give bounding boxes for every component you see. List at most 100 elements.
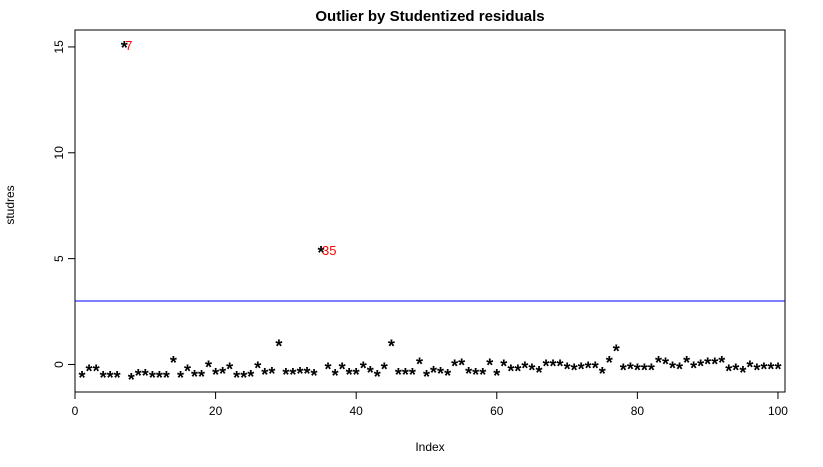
data-point: * (704, 354, 711, 374)
data-point: * (156, 368, 163, 388)
data-point: * (275, 336, 282, 356)
data-point: * (100, 368, 107, 388)
data-point: * (268, 364, 275, 384)
x-tick-label: 100 (768, 404, 788, 418)
data-point: * (690, 359, 697, 379)
data-point: * (135, 366, 142, 386)
x-tick-label: 40 (350, 404, 364, 418)
data-point: * (550, 356, 557, 376)
data-point: * (388, 336, 395, 356)
data-point: * (557, 356, 564, 376)
y-tick-label: 10 (52, 146, 66, 160)
data-point: * (648, 361, 655, 381)
data-point: * (676, 360, 683, 380)
data-point: * (247, 367, 254, 387)
data-point: * (669, 359, 676, 379)
data-point: * (409, 365, 416, 385)
data-point: * (634, 361, 641, 381)
data-point: * (219, 364, 226, 384)
x-tick-label: 0 (72, 404, 79, 418)
data-point: * (578, 360, 585, 380)
data-point: * (360, 359, 367, 379)
x-tick-label: 80 (631, 404, 645, 418)
data-point: * (346, 365, 353, 385)
data-point: * (339, 360, 346, 380)
data-point: * (282, 365, 289, 385)
data-point: * (332, 366, 339, 386)
data-point: * (177, 368, 184, 388)
y-tick-label: 15 (52, 40, 66, 54)
data-point: * (423, 367, 430, 387)
data-point: * (170, 353, 177, 373)
data-point: * (430, 363, 437, 383)
data-point: * (732, 361, 739, 381)
y-axis-label: studres (3, 185, 17, 224)
data-point: * (725, 362, 732, 382)
data-point: * (613, 342, 620, 362)
data-point: * (500, 356, 507, 376)
data-point: * (402, 365, 409, 385)
outlier-label: 7 (125, 38, 132, 53)
data-point: * (683, 353, 690, 373)
data-point: * (381, 360, 388, 380)
data-point: * (697, 356, 704, 376)
data-point: * (486, 355, 493, 375)
data-point: * (191, 367, 198, 387)
data-point: * (254, 359, 261, 379)
data-point: * (353, 365, 360, 385)
data-point: * (184, 362, 191, 382)
data-point: * (641, 361, 648, 381)
data-point: * (760, 360, 767, 380)
data-point: * (606, 353, 613, 373)
data-point: * (493, 366, 500, 386)
data-point: * (93, 362, 100, 382)
data-point: * (514, 362, 521, 382)
data-point: * (535, 363, 542, 383)
data-point: * (662, 354, 669, 374)
data-point: * (711, 354, 718, 374)
data-point: * (198, 367, 205, 387)
data-point: * (311, 366, 318, 386)
data-point: * (458, 355, 465, 375)
data-point: * (212, 365, 219, 385)
data-point: * (437, 364, 444, 384)
data-point: * (121, 38, 128, 58)
data-point: * (416, 354, 423, 374)
y-tick-label: 5 (52, 255, 66, 262)
y-tick-label: 0 (52, 361, 66, 368)
data-point: * (205, 357, 212, 377)
data-point: * (114, 368, 121, 388)
data-point: * (163, 368, 170, 388)
data-point: * (374, 367, 381, 387)
data-point: * (451, 356, 458, 376)
y-axis: 0 5 10 15 (52, 40, 76, 368)
data-point: * (507, 362, 514, 382)
data-point: * (444, 366, 451, 386)
data-point: * (571, 361, 578, 381)
data-point: * (746, 357, 753, 377)
data-point: * (261, 365, 268, 385)
data-point: * (79, 368, 86, 388)
data-point: * (233, 368, 240, 388)
data-point: * (472, 365, 479, 385)
data-point: * (564, 360, 571, 380)
data-point: * (599, 364, 606, 384)
data-point: * (542, 356, 549, 376)
data-point: * (226, 360, 233, 380)
data-point: * (318, 243, 325, 263)
data-point: * (592, 359, 599, 379)
data-point: * (86, 362, 93, 382)
data-point: * (107, 368, 114, 388)
data-point: * (753, 361, 760, 381)
x-tick-label: 60 (490, 404, 504, 418)
data-point: * (367, 363, 374, 383)
data-point: * (395, 365, 402, 385)
data-point: * (479, 365, 486, 385)
x-axis-label: Index (415, 440, 444, 454)
data-point: * (289, 365, 296, 385)
data-point: * (718, 353, 725, 373)
plot-frame (74, 29, 786, 393)
outlier-annotations: 7 35 (125, 38, 336, 258)
data-point: * (325, 360, 332, 380)
chart-title: Outlier by Studentized residuals (315, 8, 544, 25)
